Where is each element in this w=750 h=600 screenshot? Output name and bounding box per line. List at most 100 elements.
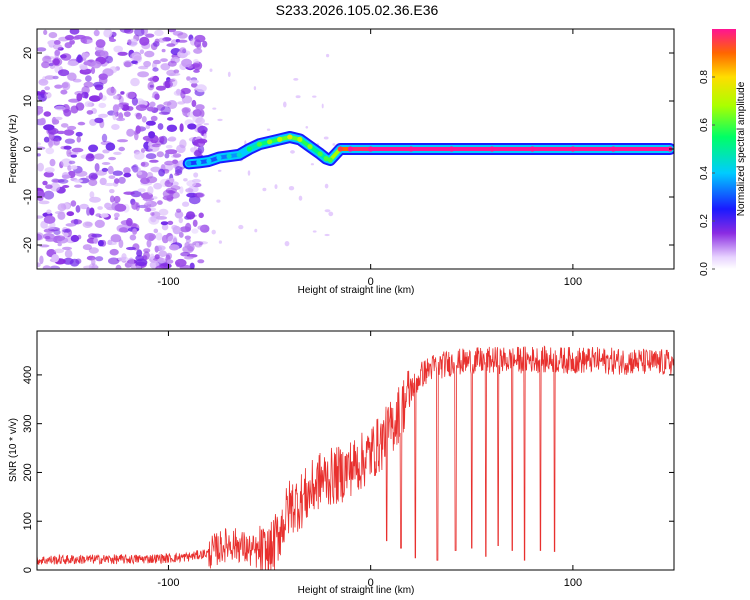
noise-blob [57,178,69,184]
noise-blob [160,58,168,62]
noise-blob [181,58,193,68]
ridge-point [226,153,232,159]
noise-blob [46,209,52,215]
noise-blob [134,131,139,141]
ridge-trace [182,131,674,170]
ridge-point [570,146,576,152]
noise-blob [145,153,157,160]
noise-blob [44,75,56,80]
noise-blob [153,228,159,234]
noise-blob [104,202,112,209]
noise-blob [132,228,138,235]
noise-blob [60,89,68,95]
noise-blob [179,123,184,133]
noise-blob [324,209,331,213]
colorbar-tick-label: 0.2 [699,214,710,228]
noise-blob [53,43,63,50]
noise-blob [321,103,324,109]
noise-blob [98,113,109,118]
noise-blob [165,144,173,149]
noise-blob [137,171,143,176]
colorbar-tick-label: 0.0 [699,262,710,276]
noise-blob [185,188,194,193]
noise-blob [185,222,192,232]
noise-blob [62,246,72,251]
noise-blob [70,165,78,170]
noise-blob [62,229,71,233]
noise-blob [45,147,55,155]
noise-blob [51,254,60,263]
noise-blob [82,52,90,59]
noise-blob [69,29,80,35]
noise-blob [42,180,48,186]
noise-blob [75,131,83,137]
noise-blob [53,235,66,242]
noise-blob [212,107,217,110]
noise-blob [195,117,206,125]
x-tick-label: 0 [368,276,374,288]
noise-blob [37,153,41,157]
noise-blob [43,124,55,131]
noise-blob [140,161,149,168]
noise-blob [160,63,171,71]
noise-blob [83,81,94,88]
noise-blob [203,133,207,140]
noise-blob [108,257,120,265]
noise-blob [102,149,110,154]
noise-blob [295,95,301,99]
noise-blob [121,253,127,261]
noise-blob [48,31,58,39]
noise-blob [75,55,84,64]
noise-blob [71,147,84,153]
noise-blob [89,207,95,216]
noise-blob [156,151,164,158]
noise-blob [164,160,175,166]
noise-blob [49,158,56,167]
noise-blob [75,205,81,213]
noise-blob [83,265,95,269]
noise-blob [167,117,174,121]
noise-blob [44,235,51,240]
noise-blob [113,212,120,218]
noise-blob [172,225,181,235]
noise-blob [109,248,119,256]
noise-blob [64,42,73,49]
noise-blob [90,60,102,69]
ridge-point [327,157,333,163]
noise-blob [119,29,132,33]
noise-blob [175,88,181,95]
noise-blob [70,200,77,207]
noise-blob [105,142,116,151]
noise-blob [191,228,199,234]
noise-blob [154,29,164,37]
noise-blob [113,151,122,155]
noise-blob [209,68,213,72]
noise-blob [181,107,191,114]
noise-blob [197,225,206,230]
ridge-point [256,141,262,147]
noise-blob [136,249,143,257]
noise-blob [123,61,132,68]
x-tick-label: -100 [157,577,179,589]
noise-blob [154,245,159,253]
noise-blob [149,76,159,83]
noise-blob [49,182,61,192]
noise-blob [73,218,79,225]
colorbar-tick-label: 0.6 [699,118,710,132]
noise-blob [89,196,101,203]
noise-blob [106,87,117,96]
noise-blob [147,186,154,195]
noise-blob [146,239,152,248]
ridge-point [216,155,222,161]
noise-blob [108,175,116,180]
noise-blob [120,91,125,95]
noise-blob [94,219,105,228]
noise-blob [64,138,75,144]
noise-blob [64,249,73,259]
noise-blob [38,200,50,205]
noise-blob [94,117,104,124]
noise-blob [324,233,330,237]
noise-blob [140,104,146,109]
noise-blob [123,191,135,195]
noise-blob [153,182,163,190]
